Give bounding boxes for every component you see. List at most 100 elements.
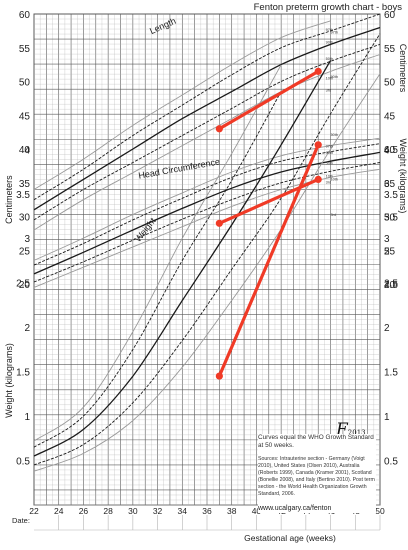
x-axis-label: Gestational age (weeks) [244,533,336,543]
cm-axis-label-right: Centimeters [398,44,408,93]
patient-series [215,67,322,380]
percentile-curve [33,26,381,211]
kg-tick-right: 3.5 [384,190,398,201]
fenton-logo: F2013 [336,420,366,440]
patient-point [215,219,223,227]
percentile-label: 97th [326,28,333,32]
kg-tick-left: 2 [24,323,30,334]
info-box: Curves equal the WHO Growth Standard at … [258,434,376,514]
percentile-curve [33,91,282,448]
x-tick-label: 22 [29,506,39,516]
percentile-label: 3rd [326,89,332,93]
cm-tick-left: 60 [19,10,31,21]
patient-point [215,372,223,380]
kg-tick-right: 4 [384,145,390,156]
kg-top-tick: 5 [384,246,390,257]
percentile-curve [33,151,381,275]
percentile-label: 50th [331,133,338,137]
logo-mark: F [336,420,348,440]
kg-tick-right: 1 [384,412,390,423]
patient-line [217,69,320,131]
kg-top-tick: 4.5 [384,280,398,291]
percentile-curve [33,43,381,221]
kg-top-tick: 5.5 [384,213,398,224]
cm-tick-right: 60 [384,10,396,21]
percentile-label: 3rd [326,180,332,184]
cm-axis-label-left: Centimeters [4,175,14,224]
sources-text: Sources: Intrauterine section - Germany … [258,455,375,497]
x-tick-label: 50 [375,506,385,516]
percentile-label: 10th [326,76,333,80]
percentile-label: 3rd [331,213,337,217]
date-label: Date: [12,516,30,525]
cm-tick-left: 45 [19,111,31,122]
kg-top-tick: 6.5 [384,145,398,156]
percentile-label: 10th [331,177,338,181]
x-tick-label: 24 [54,506,64,516]
percentile-curve [33,54,381,231]
source-url: www.ucalgary.ca/fenton [258,504,332,512]
cm-tick-right: 20 [384,280,396,291]
percentile-curve [33,162,381,283]
x-tick-label: 28 [103,506,113,516]
kg-tick-left: 4 [24,145,30,156]
percentile-curve [33,20,331,190]
kg-axis-label-left: Weight (kilograms) [4,343,14,418]
percentile-curve [33,73,381,472]
percentile-label: 97th [331,31,338,35]
kg-tick-right: 2 [384,323,390,334]
cm-tick-right: 35 [384,179,396,190]
cm-tick-right: 40 [384,145,396,156]
cm-tick-left: 40 [19,145,31,156]
percentile-curve [33,168,381,288]
patient-point [314,67,322,75]
cm-tick-left: 55 [19,44,31,55]
x-tick-label: 32 [153,506,163,516]
kg-tick-right: 1.5 [384,368,398,379]
x-tick-label: 34 [178,506,188,516]
percentile-curve [33,13,381,201]
percentile-curve [33,33,381,466]
percentile-curve [33,137,381,261]
percentile-label: 90th [331,75,338,79]
logo-year: 2013 [347,429,366,437]
patient-point [314,175,322,184]
kg-tick-left: 3 [24,234,30,245]
percentile-label: 50th [326,162,333,166]
cm-tick-left: 20 [19,280,31,291]
patient-line [217,143,320,378]
cm-tick-right: 45 [384,111,396,122]
cm-tick-right: 30 [384,213,396,224]
x-tick-label: 36 [202,506,212,516]
percentile-label: 90th [326,151,333,155]
chart-axes: 222426283032343638404244464850Gestationa… [4,10,408,543]
kg-top-tick: 6 [384,179,390,190]
who-note: Curves equal the WHO Growth Standard at … [258,434,374,450]
percentile-label: 90th [326,41,333,45]
cm-tick-right: 25 [384,246,396,257]
patient-point [314,141,322,149]
cm-tick-left: 35 [19,179,31,190]
percentile-curve [33,143,381,266]
kg-tick-right: 2.5 [384,279,398,290]
patient-point [215,125,223,133]
percentile-label: 50th [326,57,333,61]
percentile-label: 97th [326,145,333,149]
x-tick-label: 38 [227,506,237,516]
growth-curves [33,13,381,472]
kg-tick-left: 3.5 [16,190,30,201]
percentile-curve [33,60,332,457]
cm-tick-left: 25 [19,246,31,257]
kg-tick-left: 2.5 [16,279,30,290]
kg-tick-left: 1 [24,412,30,423]
cm-tick-right: 50 [384,78,396,89]
kg-tick-left: 0.5 [16,457,30,468]
x-tick-label: 30 [128,506,138,516]
kg-axis-label-right: Weight (kilograms) [398,139,408,214]
x-tick-label: 40 [252,506,262,516]
cm-tick-right: 55 [384,44,396,55]
percentile-curve [33,64,282,442]
percentile-label: 10th [326,174,333,178]
kg-tick-right: 3 [384,234,390,245]
